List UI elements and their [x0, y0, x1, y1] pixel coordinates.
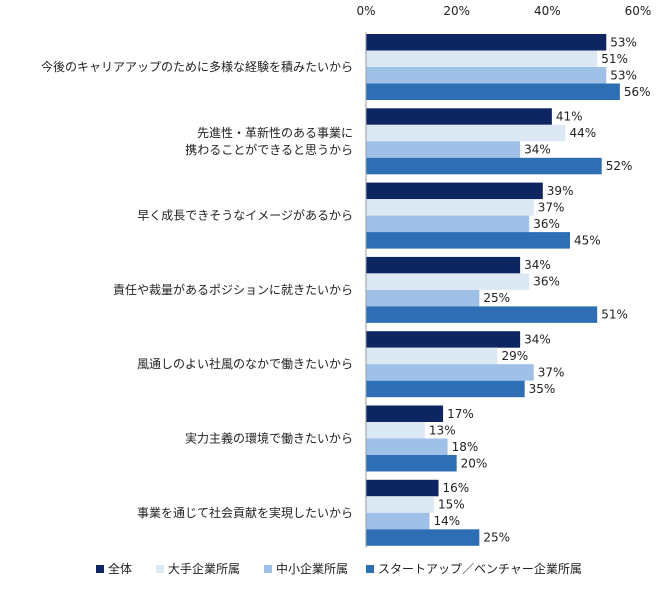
value-label: 51%	[601, 308, 628, 322]
value-label: 20%	[461, 456, 488, 470]
bar	[366, 67, 607, 84]
x-axis-ticks: 0% 20% 40% 60%	[356, 4, 651, 18]
bar	[366, 199, 534, 216]
x-tick-label: 0%	[356, 4, 375, 18]
bar	[366, 529, 480, 546]
x-tick-label: 20%	[443, 4, 470, 18]
category-label: 先進性・革新性のある事業に	[197, 125, 353, 140]
value-label: 25%	[483, 291, 510, 305]
bar	[366, 273, 530, 290]
category-labels: 今後のキャリアアップのために多様な経験を積みたいから先進性・革新性のある事業に携…	[41, 59, 353, 520]
legend-swatch	[156, 565, 164, 573]
x-tick-label: 40%	[534, 4, 561, 18]
bar	[366, 380, 525, 398]
value-label: 36%	[533, 275, 560, 289]
value-label: 34%	[524, 258, 551, 272]
category-label: 実力主義の環境で働きたいから	[185, 431, 353, 446]
bar	[366, 455, 457, 472]
bar	[366, 422, 425, 439]
bar	[366, 347, 498, 365]
category-label: 早く成長できそうなイメージがあるから	[137, 208, 353, 223]
value-label: 37%	[538, 365, 565, 379]
value-label: 53%	[610, 35, 637, 49]
bar	[366, 438, 448, 455]
legend-label: スタートアップ／ベンチャー企業所属	[378, 561, 582, 576]
value-labels: 53% 51% 53% 56% 41% 44% 34% 52% 39% 37% 36% 45% 34% 3…	[429, 35, 651, 544]
bar	[366, 34, 607, 51]
value-label: 25%	[483, 531, 510, 545]
category-label: 携わることができると思うから	[185, 142, 353, 157]
value-label: 14%	[433, 514, 460, 528]
value-label: 52%	[606, 159, 633, 173]
legend-swatch	[264, 565, 272, 573]
bar	[366, 141, 521, 158]
value-label: 34%	[524, 332, 551, 346]
bar	[366, 215, 530, 233]
value-label: 35%	[529, 382, 556, 396]
bar	[366, 108, 552, 125]
bars	[366, 34, 620, 546]
value-label: 37%	[538, 200, 565, 214]
legend-label: 中小企業所属	[276, 561, 348, 576]
category-label: 責任や裁量があるポジションに就きたいから	[113, 282, 353, 297]
bar	[366, 289, 480, 307]
bar	[366, 405, 444, 422]
bar	[366, 232, 570, 249]
value-label: 41%	[556, 110, 583, 124]
bar	[366, 124, 566, 142]
legend-swatch	[96, 565, 104, 573]
value-label: 29%	[501, 349, 528, 363]
bar	[366, 479, 439, 497]
value-label: 44%	[569, 126, 596, 140]
value-label: 56%	[624, 85, 651, 99]
value-label: 39%	[547, 184, 574, 198]
value-label: 15%	[438, 498, 465, 512]
bar	[366, 364, 534, 381]
category-label: 今後のキャリアアップのために多様な経験を積みたいから	[41, 59, 353, 74]
value-label: 18%	[452, 440, 479, 454]
value-label: 34%	[524, 143, 551, 157]
legend-label: 全体	[108, 561, 132, 576]
legend: 全体 大手企業所属 中小企業所属 スタートアップ／ベンチャー企業所属	[96, 561, 582, 576]
bar	[366, 50, 598, 67]
legend-label: 大手企業所属	[168, 561, 240, 576]
value-label: 53%	[610, 68, 637, 82]
category-label: 風通しのよい社風のなかで働きたいから	[137, 356, 353, 371]
bar	[366, 83, 620, 100]
bar	[366, 512, 430, 530]
bar	[366, 182, 543, 200]
category-label: 事業を通じて社会貢献を実現したいから	[137, 505, 353, 520]
value-label: 17%	[447, 407, 474, 421]
bar	[366, 496, 434, 513]
x-tick-label: 60%	[625, 4, 652, 18]
value-label: 16%	[443, 481, 470, 495]
legend-swatch	[366, 565, 374, 573]
value-label: 36%	[533, 217, 560, 231]
bar	[366, 157, 602, 175]
value-label: 13%	[429, 423, 456, 437]
bar	[366, 306, 598, 323]
value-label: 45%	[574, 233, 601, 247]
bar	[366, 331, 521, 348]
bar	[366, 256, 521, 274]
value-label: 51%	[601, 52, 628, 66]
